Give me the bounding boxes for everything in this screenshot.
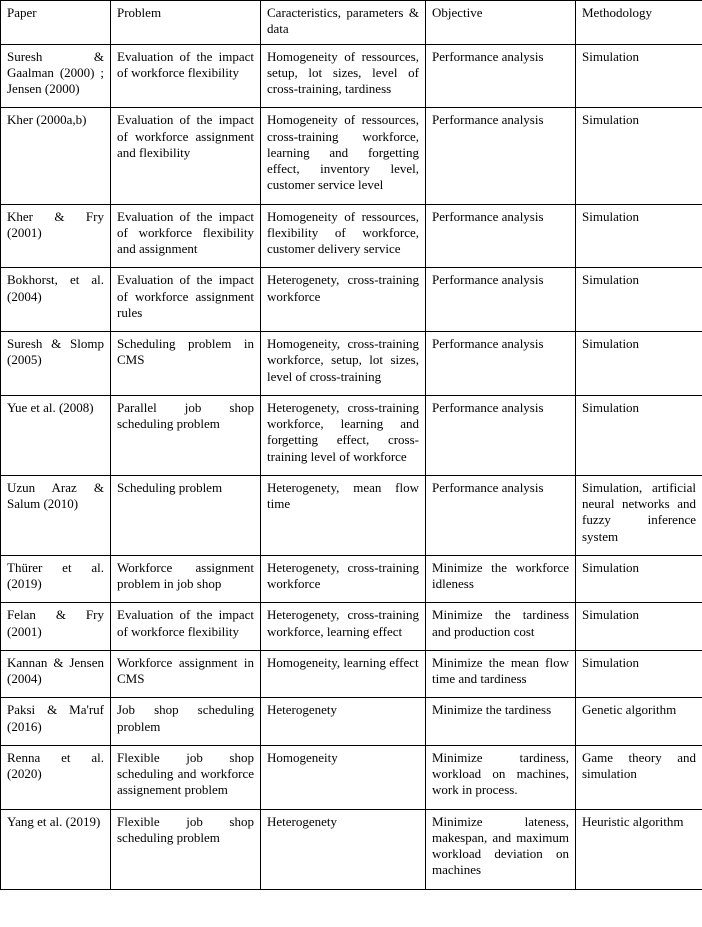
cell-objective: Minimize lateness, makespan, and maximum… (426, 809, 576, 889)
cell-objective: Minimize the tardiness and production co… (426, 603, 576, 651)
cell-caracteristics: Heterogenety (261, 809, 426, 889)
table-row: Kher (2000a,b) Evaluation of the impact … (1, 108, 702, 204)
cell-objective: Performance analysis (426, 475, 576, 555)
cell-methodology: Simulation (576, 650, 702, 698)
cell-paper: Uzun Araz & Salum (2010) (1, 475, 111, 555)
cell-problem: Job shop scheduling problem (111, 698, 261, 746)
cell-objective: Performance analysis (426, 44, 576, 108)
cell-paper: Bokhorst, et al. (2004) (1, 268, 111, 332)
table-row: Yue et al. (2008) Parallel job shop sche… (1, 395, 702, 475)
cell-caracteristics: Homogeneity, learning effect (261, 650, 426, 698)
cell-paper: Kannan & Jensen (2004) (1, 650, 111, 698)
cell-methodology: Simulation (576, 555, 702, 603)
cell-methodology: Game theory and simulation (576, 745, 702, 809)
cell-methodology: Simulation, artificial neural networks a… (576, 475, 702, 555)
header-objective: Objective (426, 1, 576, 45)
cell-problem: Evaluation of the impact of workforce as… (111, 108, 261, 204)
table-row: Yang et al. (2019) Flexible job shop sch… (1, 809, 702, 889)
cell-problem: Evaluation of the impact of workforce fl… (111, 204, 261, 268)
table-row: Thürer et al. (2019) Workforce assignmen… (1, 555, 702, 603)
cell-methodology: Genetic algorithm (576, 698, 702, 746)
cell-problem: Workforce assignment problem in job shop (111, 555, 261, 603)
table-row: Uzun Araz & Salum (2010) Scheduling prob… (1, 475, 702, 555)
cell-caracteristics: Heterogenety, cross-training workforce, … (261, 395, 426, 475)
cell-objective: Performance analysis (426, 332, 576, 396)
table-row: Renna et al. (2020) Flexible job shop sc… (1, 745, 702, 809)
header-caracteristics: Caracteristics, parameters & data (261, 1, 426, 45)
cell-caracteristics: Heterogenety, cross-training workforce (261, 555, 426, 603)
cell-objective: Performance analysis (426, 268, 576, 332)
cell-caracteristics: Homogeneity of ressources, cross-trainin… (261, 108, 426, 204)
cell-paper: Yue et al. (2008) (1, 395, 111, 475)
cell-objective: Performance analysis (426, 204, 576, 268)
cell-objective: Minimize the mean flow time and tardines… (426, 650, 576, 698)
table-row: Felan & Fry (2001) Evaluation of the imp… (1, 603, 702, 651)
cell-problem: Flexible job shop scheduling and workfor… (111, 745, 261, 809)
table-row: Bokhorst, et al. (2004) Evaluation of th… (1, 268, 702, 332)
cell-paper: Kher (2000a,b) (1, 108, 111, 204)
cell-methodology: Simulation (576, 395, 702, 475)
cell-paper: Suresh & Gaalman (2000) ; Jensen (2000) (1, 44, 111, 108)
cell-caracteristics: Heterogenety (261, 698, 426, 746)
cell-objective: Minimize tardiness, workload on machines… (426, 745, 576, 809)
cell-paper: Paksi & Ma'ruf (2016) (1, 698, 111, 746)
table-body: Paper Problem Caracteristics, parameters… (1, 1, 702, 890)
cell-paper: Renna et al. (2020) (1, 745, 111, 809)
table-row: Paksi & Ma'ruf (2016) Job shop schedulin… (1, 698, 702, 746)
cell-methodology: Simulation (576, 108, 702, 204)
cell-problem: Parallel job shop scheduling problem (111, 395, 261, 475)
cell-caracteristics: Heterogenety, cross-training workforce (261, 268, 426, 332)
header-methodology: Methodology (576, 1, 702, 45)
cell-problem: Scheduling problem (111, 475, 261, 555)
cell-paper: Thürer et al. (2019) (1, 555, 111, 603)
cell-problem: Evaluation of the impact of workforce as… (111, 268, 261, 332)
cell-methodology: Heuristic algorithm (576, 809, 702, 889)
cell-paper: Kher & Fry (2001) (1, 204, 111, 268)
cell-objective: Minimize the tardiness (426, 698, 576, 746)
cell-caracteristics: Homogeneity, cross-training workforce, s… (261, 332, 426, 396)
cell-problem: Evaluation of the impact of workforce fl… (111, 44, 261, 108)
literature-table: Paper Problem Caracteristics, parameters… (0, 0, 702, 890)
cell-caracteristics: Heterogenety, cross-training workforce, … (261, 603, 426, 651)
header-paper: Paper (1, 1, 111, 45)
cell-caracteristics: Homogeneity of ressources, flexibility o… (261, 204, 426, 268)
cell-methodology: Simulation (576, 603, 702, 651)
cell-problem: Scheduling problem in CMS (111, 332, 261, 396)
cell-methodology: Simulation (576, 204, 702, 268)
cell-methodology: Simulation (576, 268, 702, 332)
table-row: Suresh & Slomp (2005) Scheduling problem… (1, 332, 702, 396)
table-header-row: Paper Problem Caracteristics, parameters… (1, 1, 702, 45)
cell-paper: Suresh & Slomp (2005) (1, 332, 111, 396)
cell-caracteristics: Homogeneity (261, 745, 426, 809)
cell-methodology: Simulation (576, 44, 702, 108)
cell-problem: Workforce assignment in CMS (111, 650, 261, 698)
cell-paper: Yang et al. (2019) (1, 809, 111, 889)
table-row: Kher & Fry (2001) Evaluation of the impa… (1, 204, 702, 268)
cell-objective: Performance analysis (426, 108, 576, 204)
cell-objective: Performance analysis (426, 395, 576, 475)
cell-caracteristics: Heterogenety, mean flow time (261, 475, 426, 555)
cell-problem: Evaluation of the impact of workforce fl… (111, 603, 261, 651)
table-row: Kannan & Jensen (2004) Workforce assignm… (1, 650, 702, 698)
cell-methodology: Simulation (576, 332, 702, 396)
cell-paper: Felan & Fry (2001) (1, 603, 111, 651)
header-problem: Problem (111, 1, 261, 45)
cell-caracteristics: Homogeneity of ressources, setup, lot si… (261, 44, 426, 108)
cell-problem: Flexible job shop scheduling problem (111, 809, 261, 889)
cell-objective: Minimize the workforce idleness (426, 555, 576, 603)
table-row: Suresh & Gaalman (2000) ; Jensen (2000) … (1, 44, 702, 108)
